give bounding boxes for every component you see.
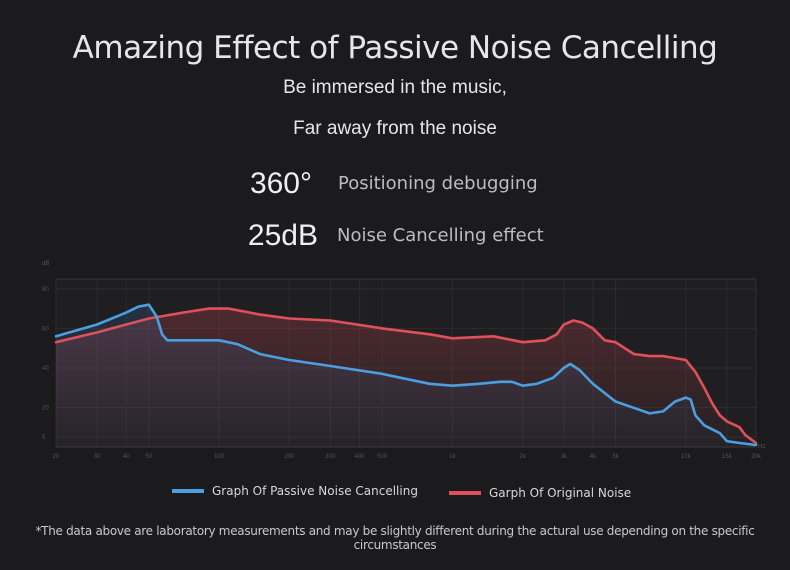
y-tick-label: 5	[42, 435, 46, 441]
x-tick-label: 10k	[681, 454, 692, 460]
series-lines	[54, 303, 758, 447]
x-axis-ticks: 20 30 40 50 100 200 300 400 500 1k 2k 3k 4k 5k 10k 15k 2…	[53, 454, 762, 460]
series-line-passive	[54, 303, 758, 447]
x-tick-label: 2k	[519, 454, 526, 460]
legend-label-original: Garph Of Original Noise	[489, 486, 632, 500]
y-axis-ticks: 80 60 40 20 5	[42, 287, 49, 441]
legend-item-original: Garph Of Original Noise	[449, 486, 631, 500]
x-tick-label: 1k	[449, 454, 456, 460]
x-tick-label: 300	[325, 454, 336, 460]
x-tick-label: 20k	[751, 454, 762, 460]
legend-swatch-passive	[172, 488, 204, 493]
x-tick-label: 400	[355, 454, 366, 460]
series-area-passive	[56, 304, 756, 447]
x-tick-label: 20	[53, 454, 60, 460]
x-tick-label: 500	[377, 454, 388, 460]
x-tick-label: 40	[123, 454, 130, 460]
x-tick-label: 5k	[612, 454, 619, 460]
legend-swatch-original	[449, 490, 481, 495]
footnote: *The data above are laboratory measureme…	[35, 524, 755, 552]
stat-value-positioning: 360°	[249, 167, 312, 200]
y-tick-label: 20	[42, 405, 49, 411]
x-tick-label: 30	[94, 454, 101, 460]
page-title: Amazing Effect of Passive Noise Cancelli…	[72, 30, 718, 66]
y-tick-label: 60	[42, 326, 49, 332]
tagline-line-1: Be immersed in the music,	[283, 77, 507, 98]
x-tick-label: 100	[214, 454, 225, 460]
series-line-original	[54, 307, 758, 445]
x-tick-label: 4k	[590, 454, 597, 460]
x-tick-label: 200	[284, 454, 295, 460]
y-tick-label: 40	[42, 366, 49, 372]
stat-label-positioning: Positioning debugging	[338, 173, 538, 194]
y-axis-unit: dB	[42, 261, 49, 267]
legend-label-passive: Graph Of Passive Noise Cancelling	[212, 484, 418, 498]
x-tick-label: 15k	[722, 454, 733, 460]
frequency-response-chart: 80 60 40 20 5 20 30 40 50 100 200 300 400 500 1k 2k 3k 4…	[42, 261, 765, 460]
x-axis-unit: Hz	[758, 444, 765, 450]
stat-label-noise: Noise Cancelling effect	[337, 225, 544, 246]
legend-item-passive: Graph Of Passive Noise Cancelling	[172, 484, 418, 498]
tagline-line-2: Far away from the noise	[293, 118, 497, 139]
stat-value-noise: 25dB	[247, 219, 318, 252]
y-tick-label: 80	[42, 287, 49, 293]
x-tick-label: 50	[146, 454, 153, 460]
x-tick-label: 3k	[561, 454, 568, 460]
